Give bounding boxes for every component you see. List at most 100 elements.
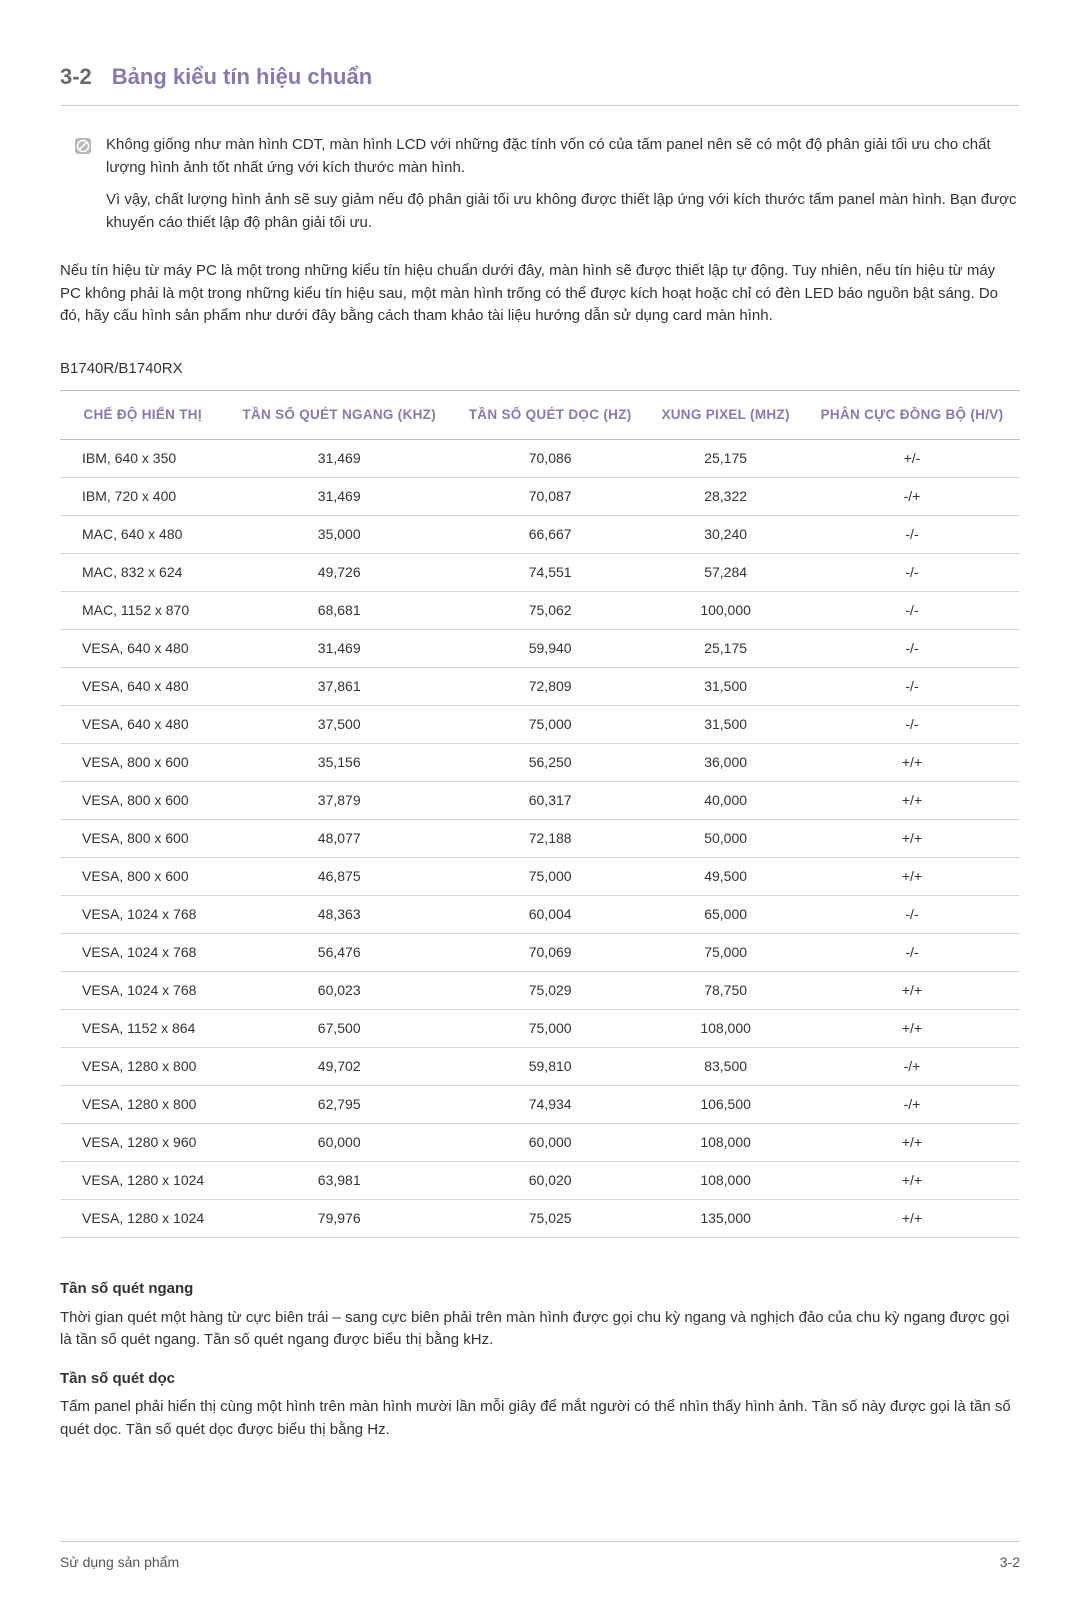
note-block: Không giống như màn hình CDT, màn hình L… — [60, 134, 1020, 244]
table-cell: MAC, 832 x 624 — [60, 554, 225, 592]
table-cell: -/+ — [804, 1048, 1020, 1086]
table-cell: 59,810 — [453, 1048, 647, 1086]
table-cell: -/- — [804, 668, 1020, 706]
table-cell: VESA, 1024 x 768 — [60, 896, 225, 934]
table-cell: -/- — [804, 706, 1020, 744]
table-cell: 25,175 — [647, 630, 804, 668]
table-cell: +/+ — [804, 858, 1020, 896]
table-cell: 31,469 — [225, 478, 453, 516]
definitions: Tần số quét ngang Thời gian quét một hàn… — [60, 1278, 1020, 1441]
table-cell: 37,500 — [225, 706, 453, 744]
table-cell: 60,000 — [225, 1124, 453, 1162]
table-cell: 59,940 — [453, 630, 647, 668]
table-cell: 48,077 — [225, 820, 453, 858]
table-cell: VESA, 1280 x 1024 — [60, 1162, 225, 1200]
col-vertical-freq: TẦN SỐ QUÉT DỌC (HZ) — [453, 391, 647, 440]
table-cell: 75,062 — [453, 592, 647, 630]
def-heading-horizontal: Tần số quét ngang — [60, 1278, 1020, 1301]
def-heading-vertical: Tần số quét dọc — [60, 1368, 1020, 1391]
table-cell: -/+ — [804, 1086, 1020, 1124]
table-cell: 65,000 — [647, 896, 804, 934]
table-cell: IBM, 720 x 400 — [60, 478, 225, 516]
table-cell: VESA, 1280 x 960 — [60, 1124, 225, 1162]
def-body-vertical: Tấm panel phải hiển thị cùng một hình tr… — [60, 1396, 1020, 1441]
table-cell: 75,000 — [647, 934, 804, 972]
table-cell: 57,284 — [647, 554, 804, 592]
table-cell: 63,981 — [225, 1162, 453, 1200]
table-row: IBM, 720 x 40031,46970,08728,322-/+ — [60, 478, 1020, 516]
table-cell: 31,469 — [225, 630, 453, 668]
table-row: MAC, 640 x 48035,00066,66730,240-/- — [60, 516, 1020, 554]
table-row: VESA, 800 x 60046,87575,00049,500+/+ — [60, 858, 1020, 896]
table-cell: +/+ — [804, 972, 1020, 1010]
table-cell: 49,500 — [647, 858, 804, 896]
table-cell: 35,156 — [225, 744, 453, 782]
note-paragraph-1: Không giống như màn hình CDT, màn hình L… — [106, 134, 1020, 179]
table-cell: 56,476 — [225, 934, 453, 972]
table-row: VESA, 1280 x 102479,97675,025135,000+/+ — [60, 1200, 1020, 1238]
table-row: VESA, 1024 x 76848,36360,00465,000-/- — [60, 896, 1020, 934]
table-row: VESA, 1024 x 76860,02375,02978,750+/+ — [60, 972, 1020, 1010]
table-cell: 74,551 — [453, 554, 647, 592]
table-cell: 135,000 — [647, 1200, 804, 1238]
table-cell: 31,500 — [647, 668, 804, 706]
table-cell: 46,875 — [225, 858, 453, 896]
table-cell: 108,000 — [647, 1124, 804, 1162]
body-paragraph: Nếu tín hiệu từ máy PC là một trong nhữn… — [60, 260, 1020, 328]
note-text: Không giống như màn hình CDT, màn hình L… — [106, 134, 1020, 244]
table-cell: -/+ — [804, 478, 1020, 516]
col-sync-polarity: PHÂN CỰC ĐỒNG BỘ (H/V) — [804, 391, 1020, 440]
table-cell: 28,322 — [647, 478, 804, 516]
footer-right: 3-2 — [1000, 1552, 1020, 1573]
table-cell: VESA, 640 x 480 — [60, 668, 225, 706]
table-row: VESA, 1152 x 86467,50075,000108,000+/+ — [60, 1010, 1020, 1048]
table-cell: VESA, 640 x 480 — [60, 706, 225, 744]
table-cell: +/- — [804, 440, 1020, 478]
table-cell: +/+ — [804, 820, 1020, 858]
table-cell: 25,175 — [647, 440, 804, 478]
col-display-mode: CHẾ ĐỘ HIỂN THỊ — [60, 391, 225, 440]
table-cell: IBM, 640 x 350 — [60, 440, 225, 478]
table-cell: 75,000 — [453, 1010, 647, 1048]
col-pixel-clock: XUNG PIXEL (MHZ) — [647, 391, 804, 440]
table-cell: 31,500 — [647, 706, 804, 744]
table-cell: 50,000 — [647, 820, 804, 858]
table-cell: 79,976 — [225, 1200, 453, 1238]
table-cell: 37,879 — [225, 782, 453, 820]
table-cell: 48,363 — [225, 896, 453, 934]
table-cell: -/- — [804, 934, 1020, 972]
table-cell: 78,750 — [647, 972, 804, 1010]
table-row: VESA, 800 x 60035,15656,25036,000+/+ — [60, 744, 1020, 782]
table-cell: 66,667 — [453, 516, 647, 554]
table-row: VESA, 1280 x 80062,79574,934106,500-/+ — [60, 1086, 1020, 1124]
table-cell: +/+ — [804, 1162, 1020, 1200]
model-label: B1740R/B1740RX — [60, 358, 1020, 381]
table-row: VESA, 640 x 48031,46959,94025,175-/- — [60, 630, 1020, 668]
table-cell: 60,023 — [225, 972, 453, 1010]
table-cell: 75,029 — [453, 972, 647, 1010]
table-cell: 75,000 — [453, 858, 647, 896]
table-row: VESA, 1280 x 96060,00060,000108,000+/+ — [60, 1124, 1020, 1162]
table-cell: 108,000 — [647, 1162, 804, 1200]
table-cell: VESA, 800 x 600 — [60, 820, 225, 858]
table-cell: 49,702 — [225, 1048, 453, 1086]
def-body-horizontal: Thời gian quét một hàng từ cực biên trái… — [60, 1307, 1020, 1352]
note-paragraph-2: Vì vậy, chất lượng hình ảnh sẽ suy giảm … — [106, 189, 1020, 234]
table-cell: 67,500 — [225, 1010, 453, 1048]
table-row: MAC, 832 x 62449,72674,55157,284-/- — [60, 554, 1020, 592]
table-cell: 74,934 — [453, 1086, 647, 1124]
table-row: VESA, 1280 x 102463,98160,020108,000+/+ — [60, 1162, 1020, 1200]
table-cell: VESA, 1024 x 768 — [60, 934, 225, 972]
table-cell: -/- — [804, 516, 1020, 554]
section-number: 3-2 — [60, 60, 92, 93]
table-row: VESA, 1024 x 76856,47670,06975,000-/- — [60, 934, 1020, 972]
table-cell: 60,020 — [453, 1162, 647, 1200]
table-cell: 62,795 — [225, 1086, 453, 1124]
table-cell: VESA, 800 x 600 — [60, 782, 225, 820]
footer-left: Sử dụng sản phẩm — [60, 1552, 179, 1573]
table-cell: 68,681 — [225, 592, 453, 630]
section-header: 3-2 Bảng kiểu tín hiệu chuẩn — [60, 60, 1020, 106]
table-cell: 75,025 — [453, 1200, 647, 1238]
signal-table: CHẾ ĐỘ HIỂN THỊ TẦN SỐ QUÉT NGANG (KHZ) … — [60, 390, 1020, 1238]
table-cell: +/+ — [804, 1124, 1020, 1162]
